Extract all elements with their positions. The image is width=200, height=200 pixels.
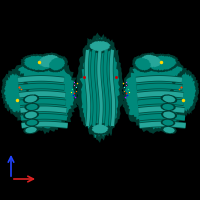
Polygon shape bbox=[120, 52, 193, 134]
Polygon shape bbox=[85, 50, 90, 126]
Polygon shape bbox=[25, 127, 37, 133]
Polygon shape bbox=[76, 33, 124, 143]
Polygon shape bbox=[20, 106, 67, 113]
Polygon shape bbox=[6, 53, 80, 134]
Polygon shape bbox=[163, 127, 175, 133]
Polygon shape bbox=[49, 57, 65, 71]
Polygon shape bbox=[137, 98, 184, 106]
Polygon shape bbox=[21, 113, 67, 121]
Polygon shape bbox=[132, 55, 154, 73]
Polygon shape bbox=[20, 99, 66, 105]
Polygon shape bbox=[23, 110, 39, 120]
Polygon shape bbox=[88, 123, 112, 135]
Polygon shape bbox=[4, 73, 27, 113]
Polygon shape bbox=[139, 121, 186, 129]
Polygon shape bbox=[139, 114, 185, 120]
Polygon shape bbox=[173, 72, 196, 113]
Polygon shape bbox=[91, 50, 97, 126]
Polygon shape bbox=[135, 57, 151, 70]
Polygon shape bbox=[139, 113, 185, 121]
Polygon shape bbox=[25, 112, 37, 118]
Polygon shape bbox=[86, 39, 114, 53]
Polygon shape bbox=[141, 55, 162, 67]
Polygon shape bbox=[148, 55, 177, 70]
Polygon shape bbox=[80, 37, 120, 138]
Polygon shape bbox=[138, 99, 184, 105]
Polygon shape bbox=[20, 106, 67, 114]
Polygon shape bbox=[136, 76, 182, 82]
Polygon shape bbox=[25, 119, 39, 127]
Polygon shape bbox=[18, 84, 65, 90]
Polygon shape bbox=[163, 96, 175, 103]
Polygon shape bbox=[163, 120, 174, 126]
Polygon shape bbox=[169, 69, 199, 117]
Polygon shape bbox=[161, 126, 177, 134]
Polygon shape bbox=[137, 91, 183, 98]
Polygon shape bbox=[136, 83, 183, 91]
Polygon shape bbox=[163, 112, 175, 118]
Polygon shape bbox=[103, 50, 109, 126]
Polygon shape bbox=[1, 69, 30, 118]
Polygon shape bbox=[18, 75, 64, 83]
Polygon shape bbox=[137, 90, 184, 98]
Polygon shape bbox=[109, 50, 116, 126]
Polygon shape bbox=[27, 120, 37, 126]
Polygon shape bbox=[103, 50, 110, 126]
Polygon shape bbox=[138, 106, 185, 113]
Polygon shape bbox=[19, 91, 65, 98]
Polygon shape bbox=[84, 50, 91, 126]
Polygon shape bbox=[97, 50, 103, 126]
Polygon shape bbox=[138, 106, 185, 114]
Polygon shape bbox=[21, 121, 68, 129]
Polygon shape bbox=[90, 50, 97, 126]
Polygon shape bbox=[19, 98, 66, 106]
Polygon shape bbox=[39, 55, 59, 67]
Polygon shape bbox=[136, 75, 182, 83]
Polygon shape bbox=[24, 103, 40, 111]
Polygon shape bbox=[46, 55, 68, 73]
Polygon shape bbox=[21, 54, 56, 73]
Polygon shape bbox=[125, 56, 190, 130]
Polygon shape bbox=[97, 50, 103, 126]
Polygon shape bbox=[18, 76, 64, 82]
Polygon shape bbox=[23, 56, 52, 70]
Polygon shape bbox=[21, 122, 68, 128]
Polygon shape bbox=[110, 50, 115, 126]
Polygon shape bbox=[25, 96, 37, 102]
Polygon shape bbox=[10, 56, 75, 129]
Polygon shape bbox=[23, 94, 39, 104]
Polygon shape bbox=[161, 110, 177, 120]
Polygon shape bbox=[36, 52, 62, 70]
Polygon shape bbox=[26, 104, 38, 110]
Polygon shape bbox=[162, 104, 174, 110]
Polygon shape bbox=[89, 41, 111, 51]
Polygon shape bbox=[160, 103, 176, 111]
Polygon shape bbox=[18, 83, 65, 91]
Polygon shape bbox=[161, 119, 175, 126]
Polygon shape bbox=[144, 53, 179, 73]
Polygon shape bbox=[91, 124, 108, 134]
Polygon shape bbox=[136, 84, 183, 90]
Polygon shape bbox=[21, 114, 67, 120]
Polygon shape bbox=[23, 126, 39, 134]
Polygon shape bbox=[139, 122, 186, 128]
Polygon shape bbox=[137, 52, 164, 70]
Polygon shape bbox=[160, 94, 177, 104]
Polygon shape bbox=[19, 90, 66, 98]
